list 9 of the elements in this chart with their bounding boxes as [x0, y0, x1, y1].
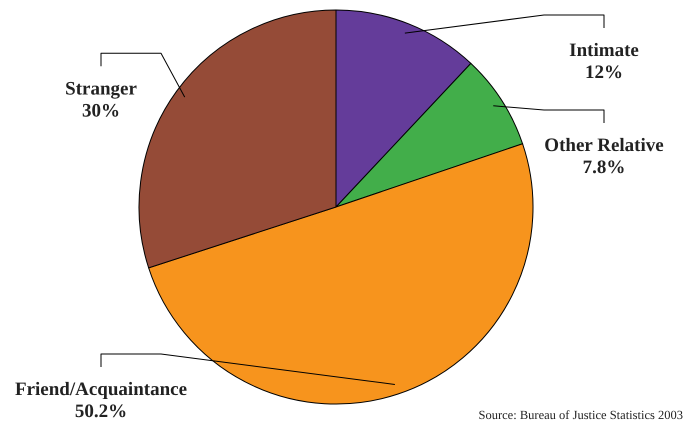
slice-label: Stranger: [65, 78, 138, 100]
slice-label: Intimate: [569, 40, 639, 61]
data-label: 7.8%: [582, 157, 626, 178]
data-label: 30%: [82, 100, 120, 122]
source-note: Source: Bureau of Justice Statistics 2003: [478, 408, 683, 422]
slice-label: Friend/Acquaintance: [14, 379, 188, 400]
data-label: 50.2%: [74, 401, 128, 422]
data-label: 12%: [585, 62, 623, 83]
slice-label: Other Relative: [544, 135, 664, 156]
